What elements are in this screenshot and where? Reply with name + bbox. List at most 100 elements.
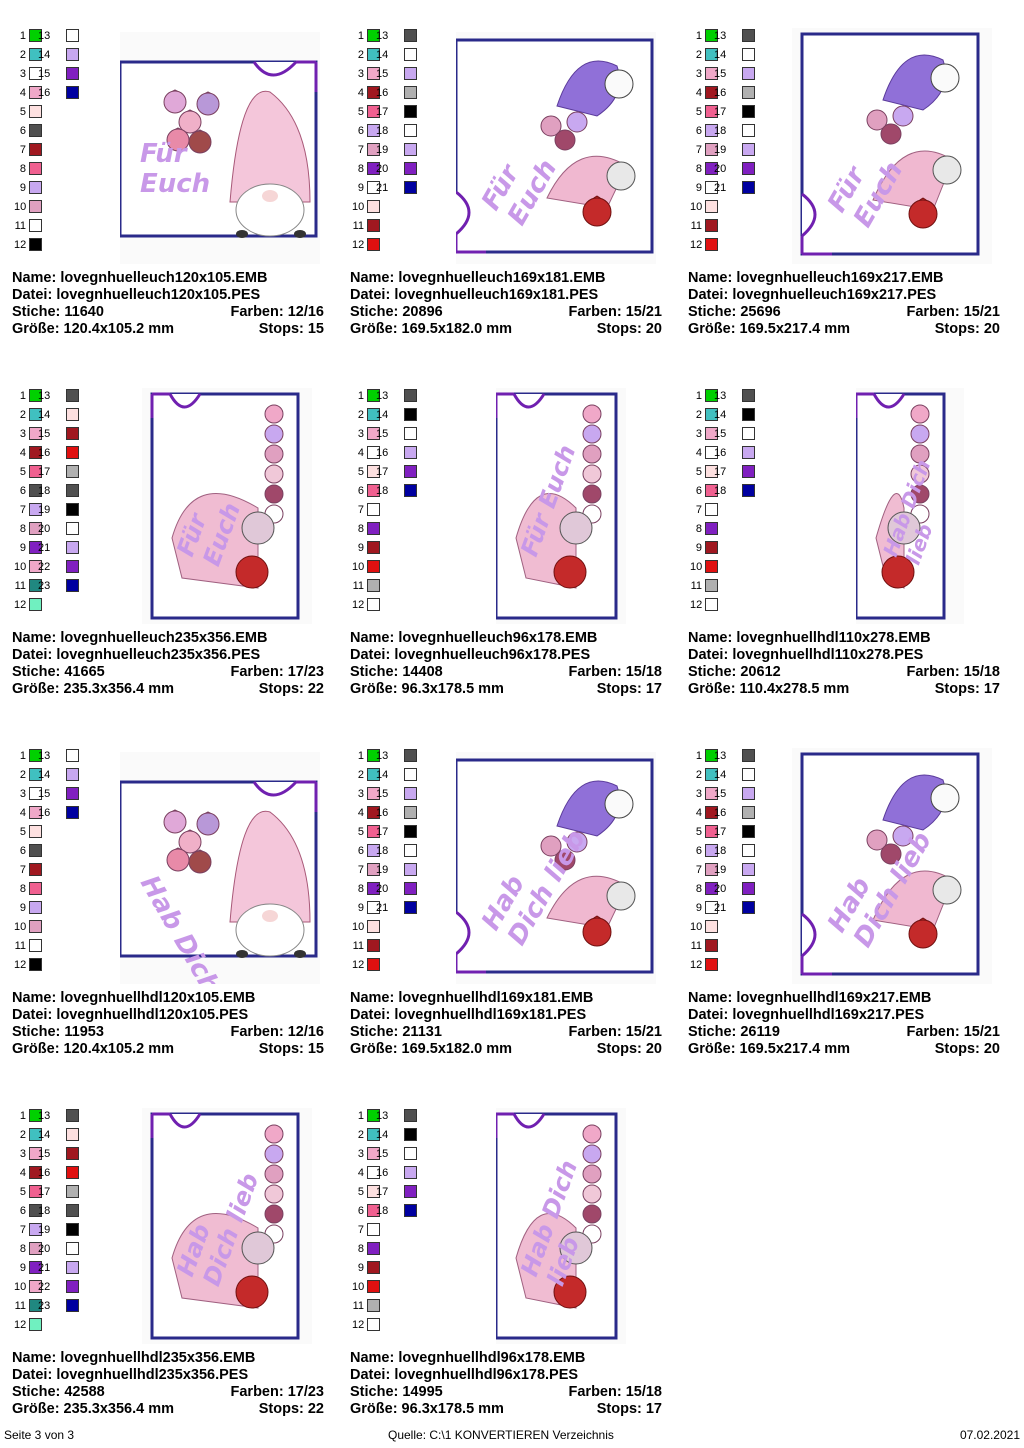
swatch-color-box <box>29 844 42 857</box>
swatch-number: 3 <box>19 788 26 800</box>
file-line-value: Datei: lovegnhuelleuch169x181.PES <box>350 287 599 303</box>
swatch-number: 6 <box>695 125 702 137</box>
color-swatch-list: 1 2 3 4 5 6 7 8 9 10 11 12 13 14 15 16 17 18 19 20 21 <box>690 28 762 258</box>
swatch-number: 6 <box>19 1205 26 1217</box>
swatch-number: 15 <box>376 788 389 800</box>
swatch-number: 2 <box>357 409 364 421</box>
size-line: Größe: 169.5x217.4 mm Stops: 20 <box>688 321 1000 338</box>
swatch-color-box <box>705 863 718 876</box>
stitch-line-value: Stiche: 21131 <box>350 1024 442 1040</box>
swatch-color-box <box>367 1185 380 1198</box>
swatch-number: 11 <box>14 940 26 952</box>
swatch-number: 20 <box>376 163 389 175</box>
name-line-value: Name: lovegnhuelleuch96x178.EMB <box>350 630 598 646</box>
swatch-number: 17 <box>376 466 389 478</box>
swatch-color-box <box>367 1147 380 1160</box>
swatch-number: 17 <box>38 1186 51 1198</box>
color-swatch-list: 1 2 3 4 5 6 7 8 9 10 11 12 13 14 15 16 17 18 <box>352 1108 424 1338</box>
swatch-color-box <box>705 389 718 402</box>
swatch-number: 21 <box>376 182 389 194</box>
stitch-line-value: Stiche: 20612 <box>688 664 781 680</box>
swatch-color-box <box>404 389 417 402</box>
name-line: Name: lovegnhuellhdl110x278.EMB <box>688 630 1000 647</box>
swatch-color-box <box>29 162 42 175</box>
swatch-color-box <box>29 105 42 118</box>
swatch-color-box <box>29 1147 42 1160</box>
swatch-number: 5 <box>357 106 364 118</box>
swatch-color-box <box>705 901 718 914</box>
design-card: 1 2 3 4 5 6 7 8 9 10 11 12 13 14 15 16 17 18 19 20 21 22 23 Hab… <box>12 1108 337 1448</box>
name-line: Name: lovegnhuelleuch169x181.EMB <box>350 270 662 287</box>
file-line-value: Datei: lovegnhuelleuch169x217.PES <box>688 287 937 303</box>
swatch-color-box <box>29 882 42 895</box>
swatch-number: 2 <box>19 409 26 421</box>
design-info: Name: lovegnhuelleuch169x217.EMB Datei: l… <box>688 270 1000 338</box>
swatch-color-box <box>66 541 79 554</box>
swatch-color-box <box>66 806 79 819</box>
swatch-number: 1 <box>695 750 702 762</box>
swatch-color-box <box>367 503 380 516</box>
gnome-illustration <box>515 404 602 589</box>
stitch-line: Stiche: 14995 Farben: 15/18 <box>350 1384 662 1401</box>
design-info: Name: lovegnhuellhdl110x278.EMB Datei: lo… <box>688 630 1000 698</box>
swatch-number: 14 <box>376 769 389 781</box>
swatch-number: 5 <box>19 826 26 838</box>
size-line-right-value: Stops: 22 <box>258 681 324 697</box>
size-line-value: Größe: 110.4x278.5 mm <box>688 681 850 697</box>
footer-source: Quelle: C:\1 KONVERTIEREN Verzeichnis <box>388 1428 614 1442</box>
swatch-color-box <box>742 825 755 838</box>
swatch-color-box <box>29 503 42 516</box>
swatch-number: 18 <box>714 485 727 497</box>
swatch-color-box <box>705 825 718 838</box>
swatch-number: 9 <box>695 542 702 554</box>
swatch-color-box <box>705 579 718 592</box>
swatch-number: 3 <box>695 788 702 800</box>
swatch-number: 5 <box>695 466 702 478</box>
swatch-color-box <box>404 1109 417 1122</box>
swatch-color-box <box>705 181 718 194</box>
swatch-number: 3 <box>695 68 702 80</box>
swatch-color-box <box>66 1261 79 1274</box>
swatch-color-box <box>367 958 380 971</box>
swatch-color-box <box>705 503 718 516</box>
swatch-number: 2 <box>357 49 364 61</box>
swatch-number: 9 <box>357 902 364 914</box>
swatch-color-box <box>66 1147 79 1160</box>
swatch-number: 8 <box>357 523 364 535</box>
swatch-number: 5 <box>357 466 364 478</box>
swatch-number: 11 <box>352 940 364 952</box>
swatch-number: 2 <box>19 769 26 781</box>
swatch-color-box <box>742 446 755 459</box>
swatch-color-box <box>29 768 42 781</box>
swatch-color-box <box>705 939 718 952</box>
size-line: Größe: 169.5x182.0 mm Stops: 20 <box>350 1041 662 1058</box>
swatch-number: 19 <box>714 144 727 156</box>
swatch-number: 14 <box>714 409 727 421</box>
swatch-color-box <box>705 749 718 762</box>
swatch-color-box <box>404 124 417 137</box>
swatch-number: 19 <box>38 504 51 516</box>
swatch-number: 8 <box>695 883 702 895</box>
swatch-number: 5 <box>19 1186 26 1198</box>
size-line-value: Größe: 120.4x105.2 mm <box>12 321 175 337</box>
swatch-number: 15 <box>376 1148 389 1160</box>
swatch-number: 17 <box>38 466 51 478</box>
file-line: Datei: lovegnhuelleuch120x105.PES <box>12 287 324 304</box>
color-swatch-list: 1 2 3 4 5 6 7 8 9 10 11 12 13 14 15 16 <box>14 28 86 258</box>
swatch-number: 1 <box>357 390 364 402</box>
swatch-color-box <box>29 579 42 592</box>
swatch-number: 3 <box>357 1148 364 1160</box>
swatch-color-box <box>404 29 417 42</box>
swatch-number: 16 <box>714 447 727 459</box>
gnome-illustration <box>866 774 962 949</box>
design-card: 1 2 3 4 5 6 7 8 9 10 11 12 13 14 15 16 17 18 19 20 21 Hab Dich… <box>350 748 675 1088</box>
name-line: Name: lovegnhuellhdl235x356.EMB <box>12 1350 324 1367</box>
swatch-color-box <box>367 408 380 421</box>
swatch-number: 13 <box>38 1110 51 1122</box>
swatch-number: 14 <box>376 49 389 61</box>
swatch-number: 13 <box>38 390 51 402</box>
swatch-color-box <box>66 1109 79 1122</box>
swatch-number: 20 <box>714 883 727 895</box>
